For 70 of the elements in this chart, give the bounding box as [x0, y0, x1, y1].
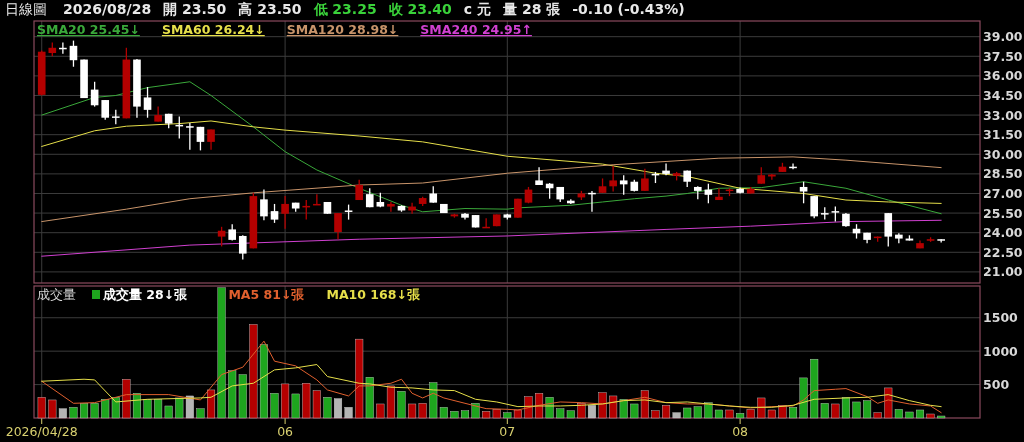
text: -0.10 (-0.43%) [572, 1, 685, 17]
bar [122, 379, 131, 419]
y-tick-label: 36.00 [983, 68, 1023, 84]
y-tick-label: 27.00 [983, 185, 1023, 201]
y-tick-label: 1000 [983, 343, 1019, 359]
y-tick-label: 28.50 [983, 166, 1023, 182]
y-tick-label: 21.00 [983, 264, 1023, 280]
bar [450, 411, 459, 419]
bar [196, 408, 205, 419]
x-tick-label: 06 [277, 424, 294, 439]
text: 量 28 張 [502, 1, 562, 17]
line-series [41, 340, 942, 414]
bar [778, 405, 787, 419]
bar [651, 410, 660, 419]
text: SMA120 28.98↓ [286, 22, 399, 37]
text: 開 23.50 [163, 1, 227, 17]
text: MA10 168↓張 [326, 287, 421, 302]
chart-title: 日線圖 [5, 1, 47, 17]
y-tick-label: 30.00 [983, 146, 1023, 162]
bar [789, 407, 798, 419]
bar [725, 409, 734, 419]
x-tick-label: 07 [499, 424, 516, 439]
bar [207, 389, 216, 419]
y-tick-label: 22.50 [983, 244, 1023, 260]
y-tick-label: 1500 [983, 310, 1019, 326]
bar [799, 377, 808, 419]
bar [143, 399, 152, 419]
bar [37, 397, 46, 419]
bar [926, 413, 935, 419]
bar [69, 407, 78, 419]
bar [217, 287, 226, 419]
line-series [41, 156, 942, 223]
y-tick-label: 25.50 [983, 205, 1023, 221]
x-tick-label: 2026/04/28 [5, 424, 78, 439]
bar [270, 393, 279, 419]
text: MA5 81↓張 [228, 287, 306, 302]
bar [344, 407, 353, 419]
y-tick-label: 500 [983, 377, 1010, 393]
bar [598, 392, 607, 419]
bar [587, 405, 596, 419]
bar [577, 403, 586, 419]
bar [852, 401, 861, 419]
text: SMA20 25.45↓ [37, 22, 140, 37]
bar [915, 409, 925, 419]
text: 低 23.25 [312, 1, 377, 17]
bar [471, 403, 480, 419]
bar [323, 397, 332, 419]
text: c 元 [463, 1, 492, 17]
text: 收 23.40 [388, 1, 453, 17]
text: 2026/08/28 [63, 1, 152, 17]
x-tick-label: 08 [732, 424, 749, 439]
bar [132, 393, 141, 419]
bar [334, 398, 343, 419]
line-series [41, 364, 942, 408]
bar [460, 410, 469, 419]
y-tick-label: 24.00 [983, 225, 1023, 241]
bar [937, 415, 946, 419]
y-tick-label: 31.50 [983, 127, 1023, 143]
bar [397, 391, 406, 419]
y-tick-label: 39.00 [983, 29, 1023, 45]
text: SMA60 26.24↓ [161, 22, 265, 37]
y-tick-label: 33.00 [983, 107, 1023, 123]
text: 高 23.50 [238, 1, 302, 17]
y-tick-label: 34.50 [983, 87, 1023, 103]
text: SMA240 24.95↑ [420, 22, 532, 37]
y-tick-label: 37.50 [983, 48, 1023, 64]
bar [905, 411, 914, 419]
legend-label: 成交量 28↓張 [102, 287, 189, 302]
line-series [41, 120, 942, 204]
chart-title: 成交量 [37, 287, 76, 302]
